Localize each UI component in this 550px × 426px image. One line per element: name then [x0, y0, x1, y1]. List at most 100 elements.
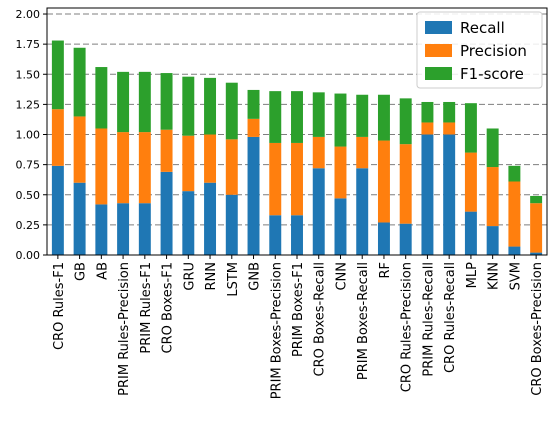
y-tick-label: 0.75 [16, 159, 41, 172]
bar-segment [486, 128, 499, 168]
bar-segment [421, 122, 434, 135]
x-tick-label: CRO Rules-F1 [52, 262, 67, 350]
x-tick-label: CRO Rules-Recall [443, 262, 458, 373]
bar-segment [182, 191, 195, 255]
bar-segment [73, 116, 86, 183]
legend-label: Precision [460, 42, 527, 60]
x-tick-label: PRIM Rules-Precision [117, 262, 132, 396]
bar-segment [399, 223, 412, 255]
bar-segment [443, 122, 456, 135]
bar-segment [443, 134, 456, 255]
x-tick-label: GNB [248, 262, 263, 291]
bar-segment [51, 109, 64, 166]
x-tick-label: SVM [508, 262, 523, 290]
x-tick-label: MLP [465, 262, 480, 288]
bar-segment [486, 167, 499, 227]
bar-segment [464, 103, 477, 153]
x-tick-label: RNN [204, 262, 219, 290]
bar-segment [508, 246, 521, 255]
bar-segment [334, 93, 347, 147]
x-tick-label: LSTM [226, 262, 241, 297]
legend-label: F1-score [460, 65, 524, 83]
bar-segment [377, 140, 390, 223]
x-tick-label: PRIM Boxes-Recall [356, 262, 371, 380]
bar-segment [269, 142, 282, 216]
bar-segment [399, 98, 412, 145]
bar-segment [204, 182, 217, 255]
bar-segment [138, 132, 151, 204]
bar-segment [486, 226, 499, 255]
y-tick-label: 0.00 [16, 249, 41, 262]
bar-segment [291, 91, 303, 143]
bar-segment [421, 134, 434, 255]
bar-segment [117, 71, 130, 133]
bar-segment [182, 76, 195, 136]
bar-segment [160, 171, 173, 255]
x-tick-label: AB [95, 262, 110, 280]
bar-segment [421, 101, 434, 123]
y-tick-label: 1.75 [16, 38, 41, 51]
bar-segment [160, 73, 173, 130]
bar-segment [73, 182, 86, 255]
legend-swatch [425, 44, 452, 57]
x-tick-label: CRO Rules-Precision [400, 262, 415, 392]
x-tick-label: CRO Boxes-Precision [530, 262, 545, 396]
x-tick-label: PRIM Rules-F1 [139, 262, 154, 354]
bar-segment [356, 136, 369, 169]
bar-segment [356, 168, 369, 255]
bar-segment [225, 139, 238, 195]
y-tick-label: 0.50 [16, 189, 41, 202]
bars [51, 40, 543, 255]
bar-segment [269, 91, 282, 143]
bar-segment [443, 101, 456, 123]
bar-segment [291, 215, 303, 255]
bar-segment [269, 215, 282, 255]
legend-label: Recall [460, 19, 505, 37]
legend: Recall Precision F1-score [416, 11, 543, 89]
bar-segment [291, 142, 303, 216]
bar-segment [312, 136, 325, 169]
bar-segment [312, 168, 325, 255]
x-tick-label: GB [74, 262, 89, 281]
y-tick-label: 1.00 [16, 129, 41, 142]
x-tick-label: CRO Boxes-Recall [313, 262, 328, 377]
bar-segment [508, 165, 521, 182]
bar-segment [334, 146, 347, 199]
bar-segment [160, 129, 173, 172]
x-tick-label: PRIM Rules-Recall [421, 262, 436, 377]
bar-segment [225, 194, 238, 255]
bar-segment [117, 132, 130, 204]
x-tick-label: RF [378, 262, 393, 279]
bar-segment [117, 203, 130, 255]
bar-segment [51, 165, 64, 255]
bar-segment [377, 222, 390, 255]
bar-segment [247, 136, 260, 255]
bar-segment [530, 252, 543, 255]
bar-segment [247, 118, 260, 137]
bar-segment [508, 181, 521, 247]
x-tick-label: PRIM Boxes-F1 [291, 262, 306, 357]
bar-segment [247, 89, 260, 119]
bar-segment [377, 94, 390, 141]
bar-segment [464, 211, 477, 255]
bar-segment [51, 40, 64, 110]
bar-segment [73, 47, 86, 117]
bar-segment [530, 203, 543, 253]
bar-segment [225, 82, 238, 140]
x-tick-label: CNN [334, 262, 349, 291]
x-tick-label: CRO Boxes-F1 [161, 262, 176, 353]
y-tick-label: 1.50 [16, 68, 41, 81]
x-tick-label: KNN [487, 262, 502, 290]
bar-segment [95, 128, 108, 205]
y-tick-label: 1.25 [16, 98, 41, 111]
y-axis: 0.00 0.25 0.50 0.75 1.00 1.25 1.50 1.75 2.00 [16, 8, 47, 262]
x-tick-label: GRU [182, 262, 197, 291]
x-tick-label: PRIM Boxes-Precision [269, 262, 284, 399]
x-axis: CRO Rules-F1 GB AB PRIM Rules-Precision PRIM… [52, 255, 545, 399]
bar-segment [399, 144, 412, 224]
bar-segment [204, 134, 217, 183]
bar-segment [356, 94, 369, 137]
bar-segment [530, 195, 543, 204]
legend-swatch [425, 67, 452, 80]
